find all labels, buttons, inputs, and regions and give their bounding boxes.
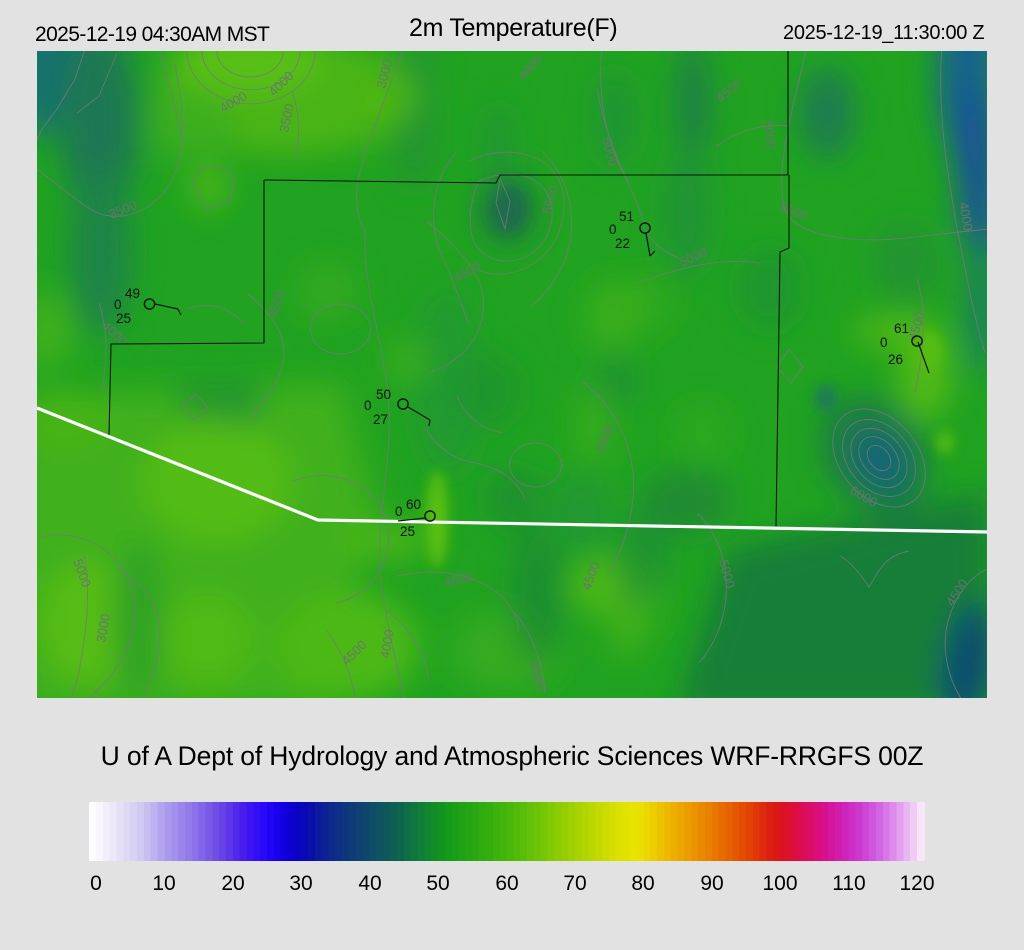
svg-text:22: 22 <box>615 236 630 251</box>
svg-text:5500: 5500 <box>539 184 561 216</box>
svg-text:3000: 3000 <box>373 58 395 90</box>
svg-text:26: 26 <box>888 352 903 367</box>
svg-text:25: 25 <box>400 524 415 539</box>
svg-text:4000: 4000 <box>956 201 976 232</box>
svg-text:50: 50 <box>376 387 391 402</box>
svg-text:4500: 4500 <box>443 569 474 590</box>
svg-text:5000: 5000 <box>716 558 738 590</box>
svg-text:49: 49 <box>125 286 140 301</box>
svg-text:25: 25 <box>116 311 131 326</box>
svg-text:5000: 5000 <box>760 119 780 150</box>
svg-text:0: 0 <box>609 222 617 237</box>
svg-text:61: 61 <box>894 321 909 336</box>
svg-text:5000: 5000 <box>526 660 548 692</box>
svg-text:5000: 5000 <box>599 136 621 168</box>
svg-text:0: 0 <box>364 398 372 413</box>
svg-text:3500: 3500 <box>276 102 297 133</box>
svg-text:3000: 3000 <box>93 612 113 643</box>
svg-text:51: 51 <box>619 209 634 224</box>
svg-text:0: 0 <box>395 504 403 519</box>
svg-text:0: 0 <box>880 335 888 350</box>
svg-text:4500: 4500 <box>905 310 927 342</box>
svg-text:0: 0 <box>114 297 122 312</box>
svg-text:60: 60 <box>406 497 421 512</box>
svg-text:27: 27 <box>373 412 388 427</box>
svg-text:4500: 4500 <box>265 288 287 320</box>
svg-text:4000: 4000 <box>377 628 397 659</box>
